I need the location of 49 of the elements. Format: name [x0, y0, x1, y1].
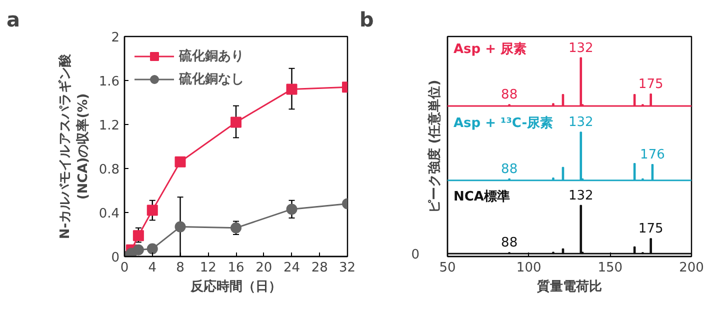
point — [174, 156, 186, 168]
x-tick-label: 28 — [311, 260, 328, 276]
point — [174, 221, 186, 232]
annotation: 88 — [501, 236, 518, 251]
x-tick-label: 100 — [516, 260, 542, 276]
point — [230, 116, 242, 128]
annotation: 88 — [501, 88, 518, 103]
text: b — [360, 8, 374, 32]
x-tick-label: 150 — [598, 260, 623, 276]
y-tick-label: 1.6 — [98, 74, 120, 90]
x-tick-label: 24 — [283, 260, 300, 276]
x-tick-label: 50 — [439, 260, 456, 276]
point — [286, 84, 298, 95]
annotation: 132 — [568, 115, 594, 130]
annotation: 176 — [640, 147, 665, 162]
text: a — [6, 8, 20, 32]
x-tick-label: 20 — [256, 260, 272, 276]
text: NCA標準 — [454, 189, 510, 204]
x-tick-label: 200 — [679, 260, 704, 276]
text: 0 — [411, 248, 420, 263]
x-tick-label: 12 — [200, 260, 216, 276]
y-tick-label: 1.2 — [98, 118, 120, 134]
x-axis-title: 反応時間（日） — [190, 278, 282, 294]
text: Asp + 尿素 — [454, 40, 527, 57]
x-tick-label: 32 — [338, 260, 356, 276]
y-tick-label: 0 — [111, 250, 120, 266]
point — [146, 243, 158, 254]
point — [132, 230, 144, 242]
x-axis-title: 質量電荷比 — [536, 278, 602, 294]
annotation: 175 — [638, 76, 664, 92]
legend-label: 硫化銅あり — [179, 48, 244, 65]
y-axis-title: ピーク強度 (任意単位) — [426, 80, 442, 214]
text: Asp + ¹³C-尿素 — [454, 115, 554, 132]
point — [230, 222, 242, 234]
point — [132, 244, 144, 256]
y-axis-title: N-カルバモイルアスパラギン酸 (NCA)の収率(%) — [56, 52, 91, 240]
annotation: 132 — [568, 188, 594, 204]
y-tick-label: 0.8 — [98, 162, 120, 178]
point — [146, 204, 158, 216]
legend-label: 硫化銅なし — [179, 70, 244, 88]
annotation: 132 — [568, 40, 594, 56]
annotation: 175 — [638, 222, 664, 237]
annotation: 88 — [501, 162, 518, 177]
x-tick-label: 8 — [176, 260, 184, 276]
y-tick-label: 0.4 — [98, 206, 120, 222]
x-tick-label: 16 — [228, 260, 244, 276]
point — [286, 204, 298, 215]
y-tick-label: 2 — [111, 30, 120, 46]
x-tick-label: 4 — [148, 260, 157, 276]
